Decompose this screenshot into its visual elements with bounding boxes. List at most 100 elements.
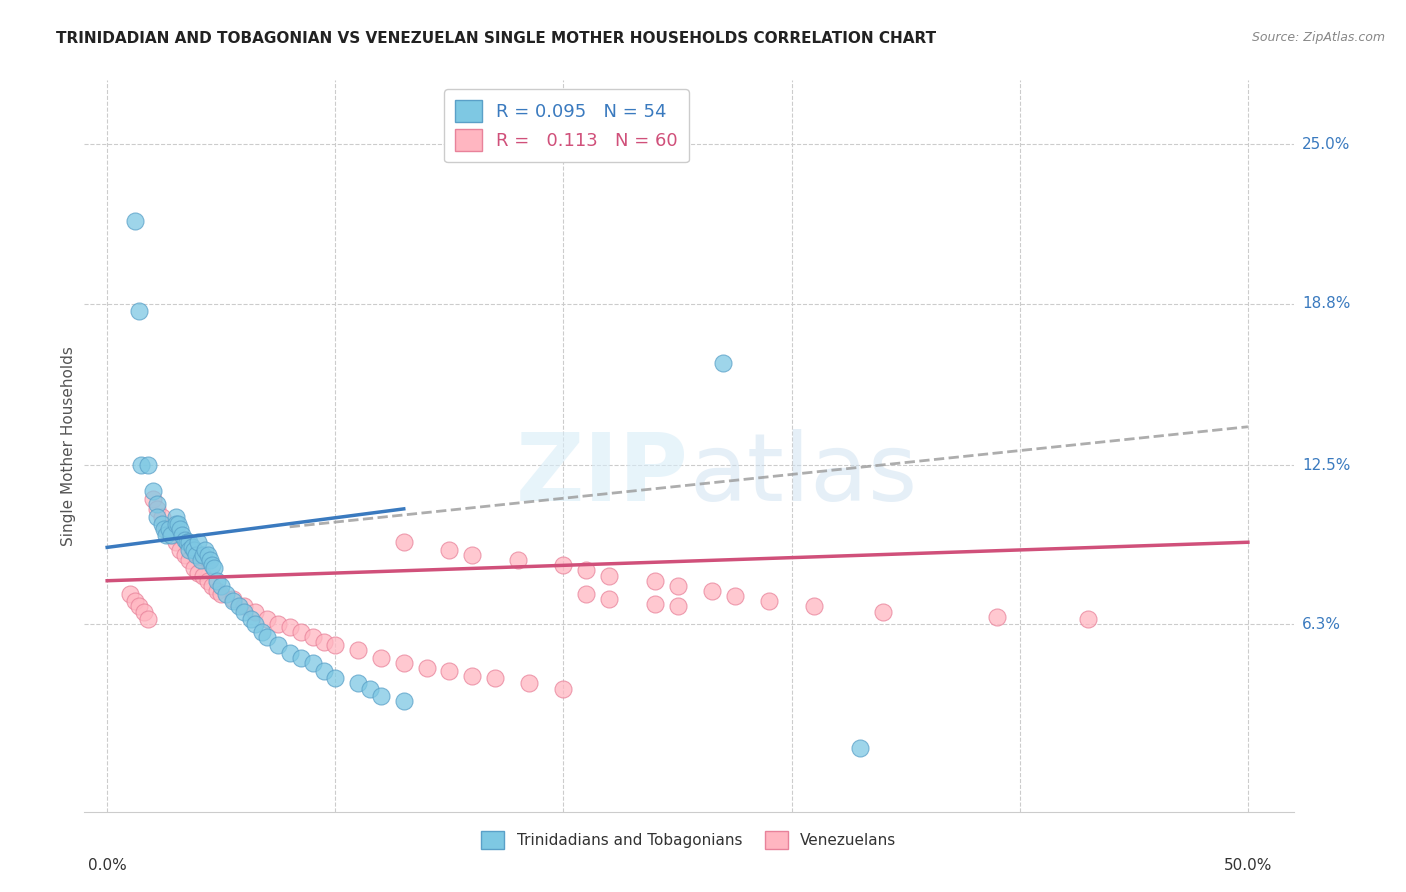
Point bbox=[169, 523, 191, 537]
Point bbox=[205, 574, 228, 588]
Point bbox=[872, 605, 894, 619]
Point bbox=[186, 548, 208, 562]
Point bbox=[267, 617, 290, 632]
Point bbox=[644, 597, 666, 611]
Point bbox=[233, 599, 256, 614]
Point bbox=[252, 625, 274, 640]
Point bbox=[278, 620, 301, 634]
Point bbox=[392, 656, 415, 670]
Point bbox=[392, 535, 415, 549]
Text: atlas: atlas bbox=[689, 429, 917, 521]
Point bbox=[128, 304, 150, 318]
Point bbox=[202, 561, 225, 575]
Point bbox=[239, 612, 262, 626]
Point bbox=[160, 527, 183, 541]
Point bbox=[124, 214, 146, 228]
Point bbox=[179, 543, 201, 558]
Text: ZIP: ZIP bbox=[516, 429, 689, 521]
Point bbox=[179, 553, 201, 567]
Point bbox=[187, 535, 209, 549]
Point bbox=[132, 605, 155, 619]
Point bbox=[194, 543, 217, 558]
Point bbox=[153, 523, 176, 537]
Point bbox=[700, 584, 723, 599]
Point bbox=[323, 671, 346, 685]
Point bbox=[439, 543, 461, 558]
Point bbox=[183, 543, 205, 558]
Point bbox=[301, 656, 323, 670]
Point bbox=[228, 599, 250, 614]
Point bbox=[245, 617, 267, 632]
Point bbox=[155, 523, 177, 537]
Point bbox=[256, 630, 278, 644]
Point bbox=[146, 501, 169, 516]
Point bbox=[461, 669, 484, 683]
Point bbox=[370, 650, 392, 665]
Text: 6.3%: 6.3% bbox=[1302, 617, 1341, 632]
Point bbox=[155, 527, 177, 541]
Point bbox=[221, 591, 243, 606]
Point bbox=[723, 589, 745, 603]
Point bbox=[179, 535, 201, 549]
Point bbox=[165, 509, 187, 524]
Point bbox=[173, 533, 195, 547]
Point bbox=[245, 605, 267, 619]
Point bbox=[312, 635, 335, 649]
Point bbox=[221, 594, 243, 608]
Point bbox=[180, 541, 202, 555]
Point bbox=[439, 664, 461, 678]
Point bbox=[323, 638, 346, 652]
Point bbox=[758, 594, 780, 608]
Point bbox=[506, 553, 529, 567]
Point bbox=[1077, 612, 1099, 626]
Point bbox=[209, 586, 232, 600]
Point bbox=[136, 458, 159, 473]
Point bbox=[209, 579, 232, 593]
Point bbox=[256, 612, 278, 626]
Legend: Trinidadians and Tobagonians, Venezuelans: Trinidadians and Tobagonians, Venezuelan… bbox=[475, 824, 903, 855]
Point bbox=[666, 579, 689, 593]
Point bbox=[169, 543, 191, 558]
Text: 12.5%: 12.5% bbox=[1302, 458, 1350, 473]
Point bbox=[191, 548, 214, 562]
Point bbox=[142, 483, 165, 498]
Point bbox=[849, 740, 872, 755]
Text: 50.0%: 50.0% bbox=[1223, 858, 1272, 873]
Point bbox=[598, 591, 620, 606]
Point bbox=[187, 566, 209, 580]
Point bbox=[124, 594, 146, 608]
Point bbox=[347, 643, 370, 657]
Text: Source: ZipAtlas.com: Source: ZipAtlas.com bbox=[1251, 31, 1385, 45]
Point bbox=[118, 586, 141, 600]
Point bbox=[359, 681, 381, 696]
Point bbox=[553, 558, 575, 573]
Point bbox=[167, 517, 190, 532]
Text: 0.0%: 0.0% bbox=[87, 858, 127, 873]
Point bbox=[461, 548, 484, 562]
Point bbox=[711, 355, 734, 369]
Point bbox=[517, 676, 540, 690]
Point bbox=[215, 586, 238, 600]
Text: 25.0%: 25.0% bbox=[1302, 137, 1350, 152]
Point bbox=[183, 561, 205, 575]
Point bbox=[201, 558, 224, 573]
Point bbox=[157, 523, 180, 537]
Point bbox=[484, 671, 506, 685]
Point bbox=[136, 612, 159, 626]
Point bbox=[205, 584, 228, 599]
Point bbox=[986, 609, 1008, 624]
Y-axis label: Single Mother Households: Single Mother Households bbox=[60, 346, 76, 546]
Point bbox=[142, 491, 165, 506]
Point bbox=[176, 535, 198, 549]
Point bbox=[553, 681, 575, 696]
Point bbox=[201, 579, 224, 593]
Point bbox=[644, 574, 666, 588]
Point bbox=[666, 599, 689, 614]
Point bbox=[165, 517, 187, 532]
Point bbox=[267, 638, 290, 652]
Point bbox=[172, 527, 194, 541]
Point bbox=[575, 564, 598, 578]
Point bbox=[278, 646, 301, 660]
Point bbox=[312, 664, 335, 678]
Point bbox=[190, 553, 212, 567]
